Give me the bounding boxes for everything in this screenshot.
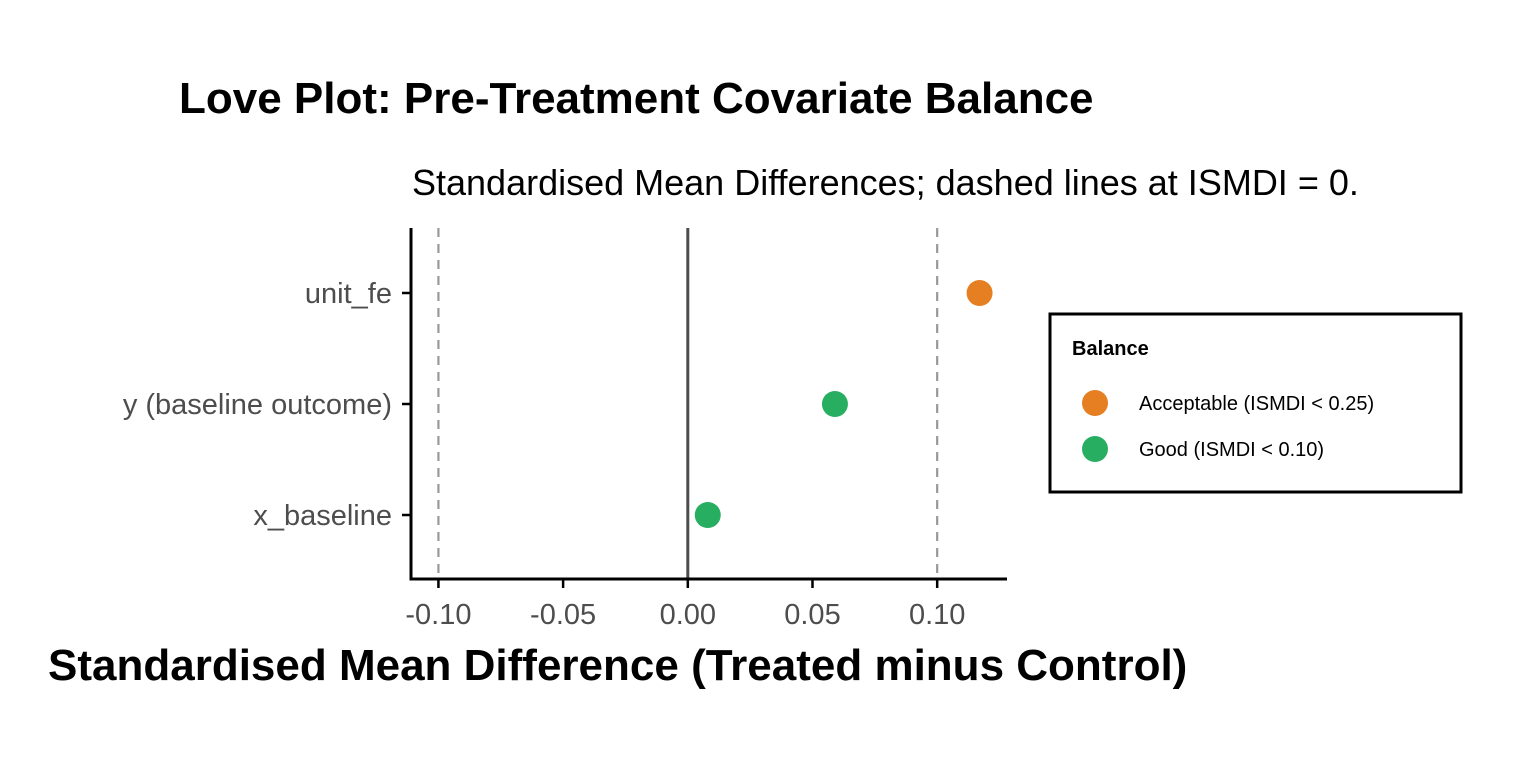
legend-entry-label: Good (ISMDI < 0.10) <box>1139 439 1324 461</box>
chart-title: Love Plot: Pre-Treatment Covariate Balan… <box>179 74 1094 123</box>
x-tick-label: 0.00 <box>660 599 716 631</box>
reference-lines <box>437 228 939 579</box>
plot-area: unit_fey (baseline outcome) x_baseline -0… <box>123 228 1007 631</box>
x-tick-label: -0.05 <box>530 599 596 631</box>
data-point-unit-fe <box>966 280 993 306</box>
y-axis-ticks: unit_fey (baseline outcome) x_baseline <box>123 278 411 532</box>
x-tick-label: 0.05 <box>784 599 840 631</box>
chart-subtitle: Standardised Mean Differences; dashed li… <box>412 162 1359 203</box>
x-tick-label: 0.10 <box>909 599 965 631</box>
data-points <box>694 280 993 528</box>
legend-swatch <box>1082 436 1108 462</box>
legend: Balance Acceptable (ISMDI < 0.25) Good (I… <box>1048 312 1463 494</box>
data-point-x-baseline <box>694 502 721 528</box>
y-tick-label: y (baseline outcome) <box>123 389 392 421</box>
data-point-y-baseline-outcome- <box>821 391 848 417</box>
legend-box <box>1048 312 1463 494</box>
x-tick-label: -0.10 <box>405 599 471 631</box>
y-tick-label: unit_fe <box>305 278 392 310</box>
legend-entries: Acceptable (ISMDI < 0.25) Good (ISMDI < 0… <box>1082 390 1374 462</box>
legend-swatch <box>1082 390 1108 416</box>
x-axis-label: Standardised Mean Difference (Treated mi… <box>48 641 1187 690</box>
y-tick-label: x_baseline <box>253 500 392 532</box>
legend-title: Balance <box>1072 338 1149 360</box>
legend-entry-label: Acceptable (ISMDI < 0.25) <box>1139 393 1374 415</box>
x-axis-ticks: -0.10 -0.05 0.00 0.05 0.10 <box>405 579 965 631</box>
